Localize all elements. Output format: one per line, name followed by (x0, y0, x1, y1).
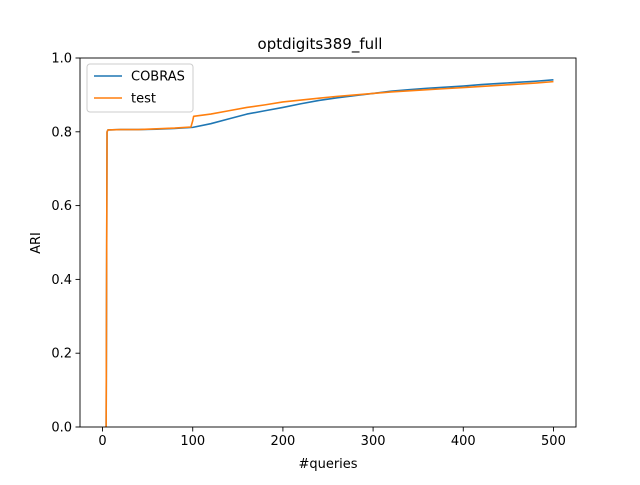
y-tick-label: 1.0 (51, 52, 72, 67)
x-tick-label: 300 (361, 434, 386, 449)
y-tick-label: 0.8 (51, 125, 72, 140)
x-tick-label: 400 (451, 434, 476, 449)
axes-frame (79, 57, 577, 428)
series-line-test (105, 80, 554, 427)
x-tick-label: 0 (98, 434, 106, 449)
legend-label-test: test (131, 92, 156, 107)
y-axis: 0.0 0.2 0.4 0.6 0.8 1.0 (51, 52, 80, 436)
x-tick-label: 200 (270, 434, 295, 449)
y-axis-label: ARI (29, 232, 44, 254)
y-tick-label: 0.6 (51, 199, 72, 214)
x-axis-label: #queries (298, 457, 357, 472)
chart-title: optdigits389_full (258, 35, 383, 54)
x-tick-label: 500 (541, 434, 566, 449)
y-tick-label: 0.2 (51, 347, 72, 362)
y-tick-label: 0.0 (51, 421, 72, 436)
legend-label-cobras: COBRAS (131, 70, 185, 85)
x-tick-label: 100 (180, 434, 205, 449)
plot-area (79, 57, 577, 428)
y-tick-label: 0.4 (51, 273, 72, 288)
legend: COBRAS test (86, 63, 194, 113)
x-axis: 0 100 200 300 400 500 (98, 427, 566, 449)
